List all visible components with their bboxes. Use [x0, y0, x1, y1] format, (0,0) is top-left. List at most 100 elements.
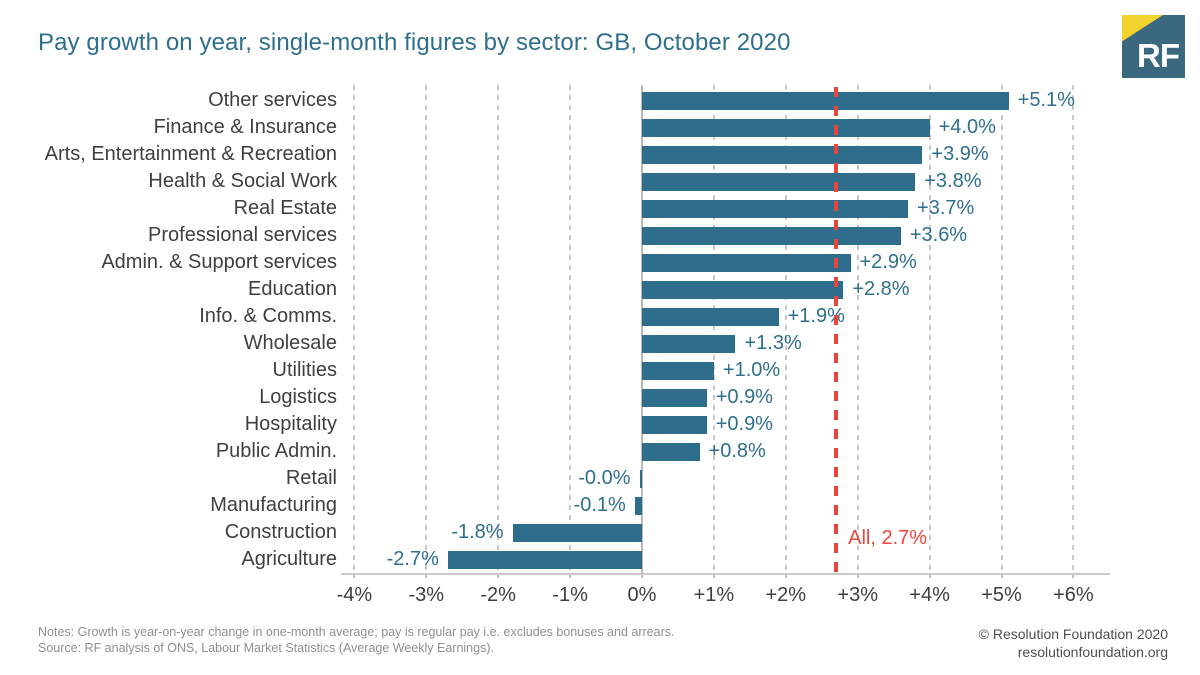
bar	[642, 307, 779, 326]
bar	[634, 496, 642, 515]
bar	[512, 523, 642, 542]
bar	[642, 415, 707, 434]
axis-tick	[784, 573, 787, 578]
axis-tick	[1072, 573, 1075, 578]
x-axis-tick-label: -1%	[552, 584, 588, 606]
category-label: Retail	[285, 467, 337, 489]
category-label: Professional services	[148, 224, 337, 246]
chart-footnotes: Notes: Growth is year-on-year change in …	[38, 624, 674, 656]
gridline	[928, 85, 931, 573]
bar-value-label: +0.9%	[715, 386, 773, 408]
source-line: Source: RF analysis of ONS, Labour Marke…	[38, 641, 494, 655]
bar	[642, 253, 851, 272]
bar-value-label: +3.7%	[917, 197, 975, 219]
gridline	[856, 85, 859, 573]
category-label: Health & Social Work	[148, 170, 337, 192]
x-axis-tick-label: +3%	[837, 584, 878, 606]
bar-value-label: +3.9%	[931, 143, 989, 165]
bar	[642, 172, 916, 191]
category-label: Manufacturing	[210, 494, 337, 516]
axis-tick	[712, 573, 715, 578]
category-label: Hospitality	[244, 413, 337, 435]
category-label: Logistics	[259, 386, 337, 408]
bar-value-label: +1.0%	[722, 359, 781, 381]
bar	[642, 388, 707, 407]
bar-value-label: -0.0%	[578, 467, 631, 489]
x-axis-tick-label: +5%	[981, 584, 1022, 606]
category-label: Construction	[224, 521, 337, 543]
copyright-line: © Resolution Foundation 2020	[978, 626, 1168, 642]
axis-tick	[1000, 573, 1003, 578]
credit-block: © Resolution Foundation 2020 resolutionf…	[979, 626, 1168, 661]
bar	[642, 334, 736, 353]
average-reference-line	[834, 87, 839, 573]
axis-tick	[641, 573, 643, 578]
average-reference-label: All, 2.7%	[848, 527, 928, 549]
category-label: Utilities	[272, 359, 337, 381]
category-label: Real Estate	[233, 197, 337, 219]
axis-tick	[928, 573, 931, 578]
bar-value-label: +4.0%	[938, 116, 996, 138]
bar	[642, 280, 844, 299]
bar-value-label: -1.8%	[451, 521, 504, 543]
x-axis-baseline	[341, 573, 1110, 575]
x-axis-tick-label: -2%	[480, 584, 516, 606]
bar-value-label: +5.1%	[1017, 89, 1075, 111]
gridline	[712, 85, 715, 573]
category-label: Agriculture	[241, 548, 337, 570]
bar-value-label: +3.6%	[909, 224, 968, 246]
category-label: Finance & Insurance	[153, 116, 337, 138]
gridline	[425, 85, 428, 573]
category-label: Admin. & Support services	[101, 251, 337, 273]
bar-value-label: -2.7%	[386, 548, 439, 570]
category-label: Info. & Comms.	[199, 305, 337, 327]
x-axis-tick-label: 0%	[627, 584, 657, 606]
gridline	[353, 85, 356, 573]
bar	[639, 469, 642, 488]
axis-tick	[425, 573, 428, 578]
bar	[642, 226, 901, 245]
gridline	[569, 85, 572, 573]
category-label: Arts, Entertainment & Recreation	[44, 143, 337, 165]
category-label: Public Admin.	[215, 440, 337, 462]
x-axis-tick-label: -4%	[336, 584, 373, 606]
x-axis-tick-label: +2%	[765, 584, 807, 606]
bar	[642, 442, 700, 461]
bar	[642, 91, 1009, 110]
bar-value-label: +2.9%	[859, 251, 917, 273]
category-label: Education	[248, 278, 337, 300]
bar	[642, 118, 930, 137]
bar-value-label: +2.8%	[852, 278, 910, 300]
bar	[447, 550, 642, 569]
bar	[642, 199, 909, 218]
x-axis-tick-label: +4%	[909, 584, 950, 606]
chart-title: Pay growth on year, single-month figures…	[38, 29, 791, 56]
axis-tick	[569, 573, 572, 578]
x-axis-tick-label: +1%	[693, 584, 735, 606]
x-axis-tick-label: -3%	[408, 584, 445, 606]
bar-value-label: +1.3%	[744, 332, 802, 354]
bar-value-label: +0.9%	[715, 413, 773, 435]
bar-value-label: -0.1%	[573, 494, 626, 516]
zero-axis-line	[641, 85, 643, 573]
gridline	[784, 85, 787, 573]
bar	[642, 145, 923, 164]
gridline	[497, 85, 500, 573]
category-label: Other services	[208, 89, 337, 111]
bar-value-label: +1.9%	[787, 305, 845, 327]
bar-value-label: +3.8%	[924, 170, 982, 192]
gridline	[1000, 85, 1003, 573]
bar-value-label: +0.8%	[708, 440, 766, 462]
bar	[642, 361, 714, 380]
axis-tick	[856, 573, 859, 578]
x-axis-tick-label: +6%	[1053, 584, 1094, 606]
gridline	[1072, 85, 1075, 573]
axis-tick	[497, 573, 500, 578]
axis-tick	[353, 573, 356, 578]
website-line: resolutionfoundation.org	[1017, 643, 1168, 660]
notes-line: Notes: Growth is year-on-year change in …	[38, 625, 675, 639]
logo-rf-text: RF	[1137, 37, 1180, 74]
resolution-foundation-logo: RF	[1122, 15, 1185, 78]
category-label: Wholesale	[243, 332, 337, 354]
